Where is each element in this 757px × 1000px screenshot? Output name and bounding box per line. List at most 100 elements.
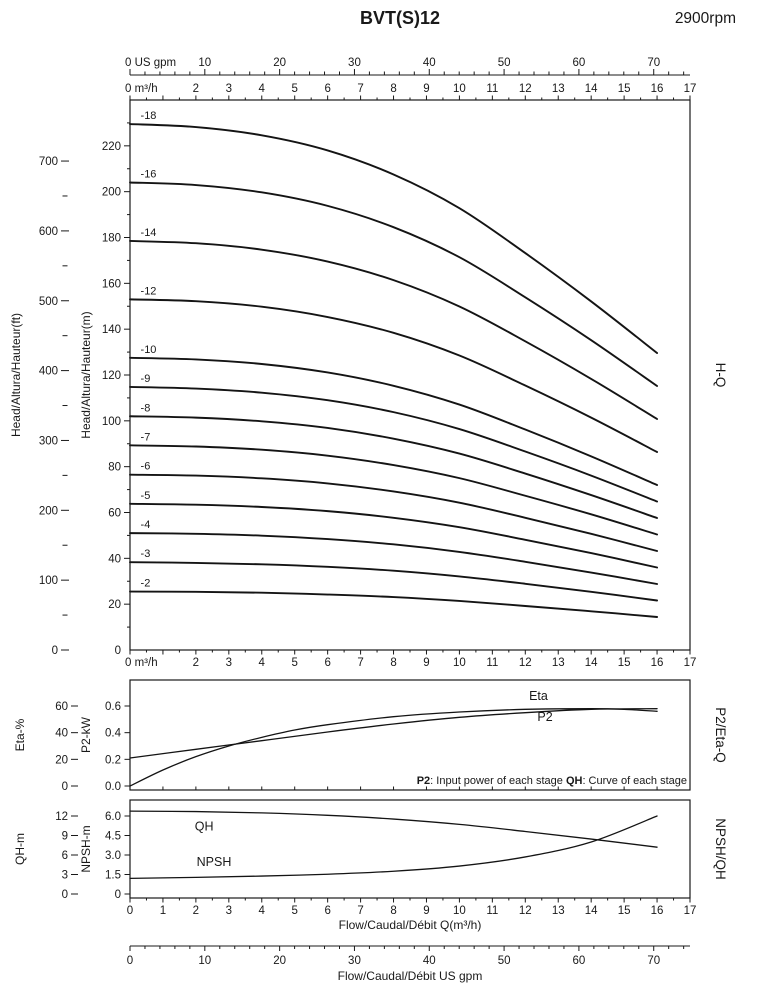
m3h-mid-tick-label: 15	[618, 657, 631, 669]
hq-curve-stage-8	[129, 415, 659, 519]
hq-stage-label: -5	[141, 490, 151, 502]
hq-curve-stage-3	[129, 561, 659, 602]
m3h-mid-tick-label: 10	[453, 657, 466, 669]
curve-qh	[129, 810, 658, 848]
m3h-mid-tick-label: 2	[193, 657, 199, 669]
m3h-bottom-tick-label: 0	[127, 905, 133, 917]
hq-stage-label: -6	[141, 461, 151, 473]
m3h-bottom-tick-label: 3	[226, 905, 232, 917]
m3h-mid-tick-label: 3	[226, 657, 232, 669]
m3h-top-tick-label: 15	[618, 83, 631, 95]
qh-curve-label: QH	[195, 819, 214, 833]
m3h-top-tick-label: 2	[193, 83, 199, 95]
m3h-bottom-tick-label: 4	[259, 905, 266, 917]
head-m-tick-label: 60	[108, 508, 121, 520]
m3h-bottom-tick-label: 17	[684, 905, 697, 917]
npsh-tick-label: 6.0	[105, 811, 121, 823]
p2-tick-label: 0.4	[105, 728, 122, 740]
m3h-mid-tick-label: 9	[423, 657, 429, 669]
head-m-tick-label: 80	[108, 462, 121, 474]
m3h-top-tick-label: 13	[552, 83, 565, 95]
eta-tick-label: 60	[55, 701, 68, 713]
hq-stage-label: -2	[141, 578, 151, 590]
gpm-top-tick-label: 50	[498, 57, 511, 69]
npsh-tick-label: 1.5	[105, 870, 121, 882]
hq-curve-stage-6	[129, 473, 659, 552]
m3h-mid-tick-label: 16	[651, 657, 664, 669]
gpm-top-tick-label: 30	[348, 57, 361, 69]
m3h-top-tick-label: 11	[486, 83, 498, 95]
gpm-bottom-tick-label: 40	[423, 955, 436, 967]
m3h-mid-tick-label: 12	[519, 657, 532, 669]
m3h-mid-tick-label: 13	[552, 657, 565, 669]
gpm-top-zero-label: 0 US gpm	[125, 57, 176, 69]
eta-tick-label: 0	[62, 781, 68, 793]
p2-axis-title: P2-kW	[79, 716, 93, 753]
hq-stage-label: -3	[141, 548, 151, 560]
hq-panel-side-label: H-Q	[713, 363, 728, 388]
m3h-top-tick-label: 10	[453, 83, 466, 95]
head-m-tick-label: 120	[102, 370, 121, 382]
hq-curve-stage-12	[129, 298, 659, 453]
hq-curve-stage-14	[129, 239, 659, 420]
gpm-top-tick-label: 70	[647, 57, 660, 69]
flow-m3h-axis-title: Flow/Caudal/Débit Q(m³/h)	[339, 918, 482, 932]
head-m-tick-label: 40	[108, 553, 121, 565]
note-p2-text: : Input power of each stage	[430, 775, 566, 787]
m3h-mid-tick-label: 7	[357, 657, 363, 669]
curve-npsh	[129, 815, 658, 880]
qh-tick-label: 6	[62, 850, 68, 862]
m3h-top-tick-label: 5	[292, 83, 298, 95]
m3h-mid-tick-label: 17	[684, 657, 697, 669]
p2-tick-label: 0.0	[105, 781, 121, 793]
note-qh-text: : Curve of each stage	[582, 775, 687, 787]
m3h-bottom-tick-label: 16	[651, 905, 664, 917]
hq-stage-label: -8	[141, 402, 151, 414]
m3h-bottom-tick-label: 11	[486, 905, 498, 917]
head-m-tick-label: 180	[102, 233, 121, 245]
hq-stage-label: -16	[141, 169, 157, 181]
m3h-bottom-tick-label: 14	[585, 905, 598, 917]
hq-stage-label: -12	[141, 285, 157, 297]
m3h-bottom-tick-label: 15	[618, 905, 631, 917]
m3h-mid-zero-label: 0 m³/h	[125, 657, 158, 669]
note-p2-label: P2	[417, 775, 430, 787]
m3h-top-tick-label: 12	[519, 83, 532, 95]
hq-curve-stage-18	[129, 123, 659, 354]
chart-canvas: 0 US gpm 10 20 30 40 50 60 700 m³/h 2 3 4 5 6 7 8 9 10 11…	[9, 57, 728, 983]
npsh-axis-title: NPSH-m	[79, 825, 93, 872]
gpm-top-tick-label: 40	[423, 57, 436, 69]
m3h-mid-tick-label: 11	[486, 657, 498, 669]
m3h-bottom-tick-label: 8	[390, 905, 396, 917]
hq-curve-stage-9	[129, 385, 659, 503]
gpm-bottom-tick-label: 10	[198, 955, 211, 967]
rpm-label: 2900rpm	[675, 10, 736, 27]
hq-curve-stage-4	[129, 532, 659, 585]
m3h-top-tick-label: 17	[684, 83, 697, 95]
m3h-bottom-tick-label: 6	[324, 905, 330, 917]
m3h-top-zero-label: 0 m³/h	[125, 83, 158, 95]
curve-eta	[129, 708, 658, 787]
npsh-tick-label: 0	[115, 889, 121, 901]
head-m-tick-label: 140	[102, 324, 121, 336]
npsh-tick-label: 3.0	[105, 850, 121, 862]
m3h-mid-tick-label: 4	[259, 657, 266, 669]
gpm-bottom-tick-label: 30	[348, 955, 361, 967]
m3h-top-tick-label: 14	[585, 83, 598, 95]
stage-note: P2: Input power of each stage QH: Curve …	[417, 775, 687, 787]
gpm-bottom-tick-label: 0	[127, 955, 133, 967]
m3h-top-tick-label: 6	[324, 83, 330, 95]
qh-axis-title: QH-m	[13, 833, 27, 865]
eta-tick-label: 40	[55, 728, 68, 740]
head-m-tick-label: 220	[102, 141, 121, 153]
hq-curve-stage-16	[129, 181, 659, 387]
hq-stage-label: -18	[141, 110, 157, 122]
npshqh-panel-side-label: NPSH/QH	[713, 818, 728, 880]
m3h-bottom-tick-label: 9	[423, 905, 429, 917]
head-m-tick-label: 20	[108, 599, 121, 611]
eta-tick-label: 20	[55, 754, 68, 766]
p2eta-plot-frame	[129, 679, 691, 791]
flow-gpm-axis-title: Flow/Caudal/Débit US gpm	[338, 969, 483, 983]
hq-stage-label: -4	[141, 519, 151, 531]
